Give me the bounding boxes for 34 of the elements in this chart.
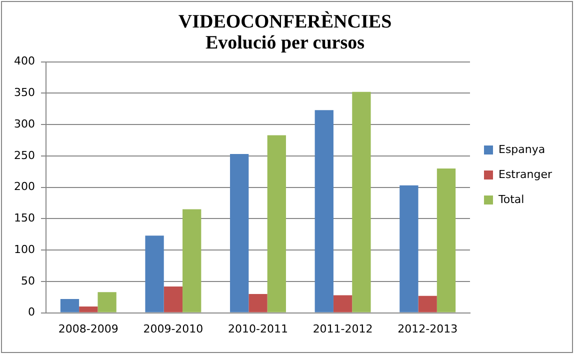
y-tick-label: 250 (14, 148, 35, 162)
y-tick-label: 350 (14, 86, 35, 100)
bar (145, 236, 164, 312)
x-tick-label: 2010-2011 (228, 322, 288, 336)
y-tick-label: 100 (14, 242, 35, 256)
y-tick-label: 0 (28, 306, 35, 319)
x-tick-label: 2011-2012 (312, 322, 373, 336)
bar (182, 209, 202, 312)
bar (400, 185, 418, 312)
bar (267, 135, 286, 312)
y-tick-label: 400 (14, 54, 35, 68)
bar (164, 286, 183, 312)
y-tick-label: 50 (20, 274, 35, 288)
bar (230, 154, 249, 312)
x-tick-label: 2008-2009 (58, 322, 118, 336)
bar (79, 306, 98, 312)
y-tick-label: 150 (14, 212, 35, 225)
bar (333, 295, 352, 312)
y-tick-label: 200 (14, 180, 35, 194)
bar (352, 92, 371, 312)
legend-label: Espanya (498, 142, 546, 156)
bar (248, 294, 268, 312)
bar (436, 168, 456, 312)
bar (60, 298, 80, 312)
chart-subtitle: Evolució per cursos (205, 32, 365, 54)
legend-label: Estranger (498, 168, 552, 181)
bar (418, 296, 437, 312)
x-tick-label: 2012-2013 (398, 322, 458, 336)
bar (98, 292, 116, 312)
x-tick-label: 2009-2010 (143, 322, 204, 336)
bar (314, 110, 334, 312)
chart-title: VIDEOCONFERÈNCIES (178, 10, 392, 32)
legend-label: Total (498, 192, 524, 206)
y-tick-label: 300 (14, 117, 35, 130)
